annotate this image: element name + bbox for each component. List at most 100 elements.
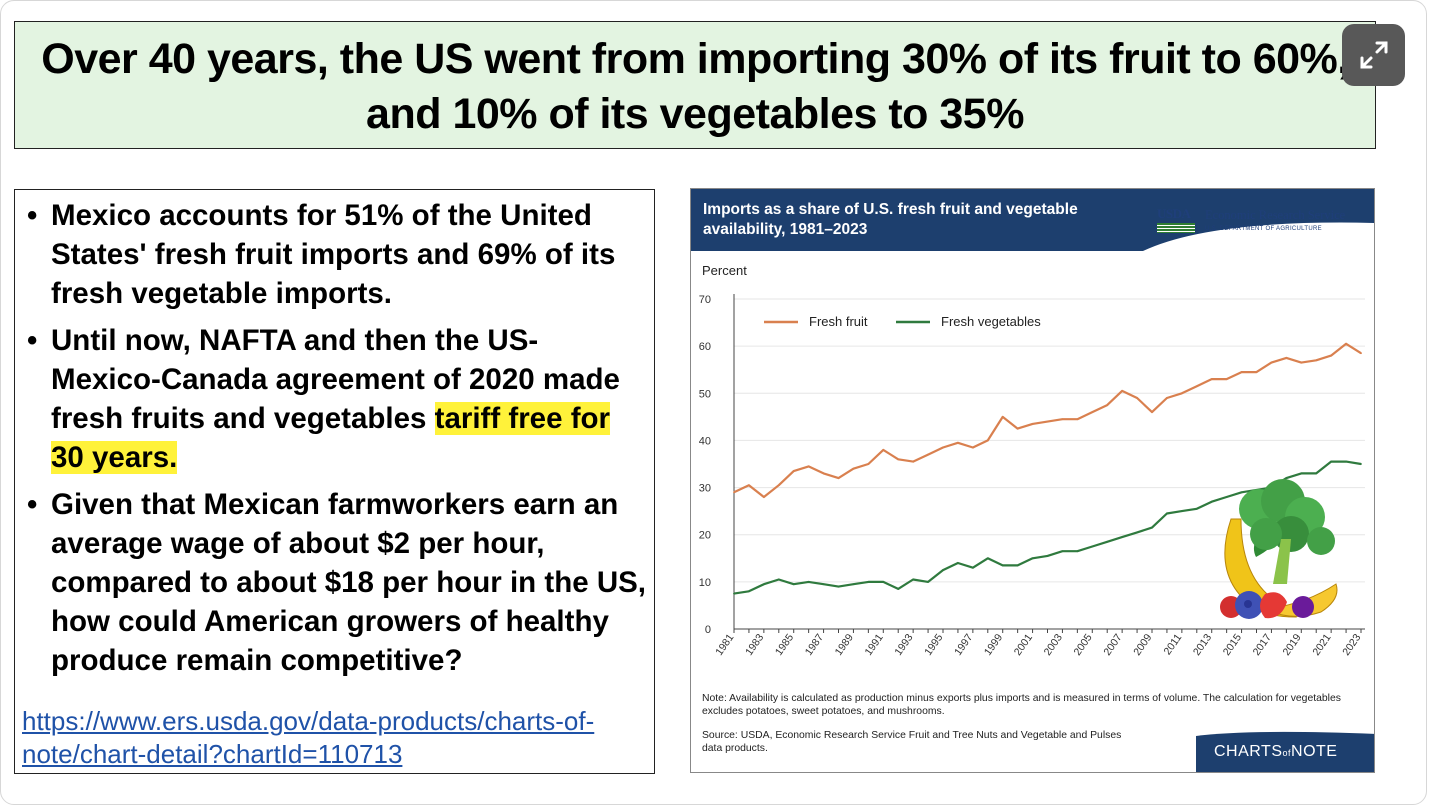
x-tick-label: 2011 [1162, 632, 1185, 658]
x-tick-label: 1997 [952, 632, 975, 658]
data-point [1166, 397, 1168, 399]
legend-label: Fresh fruit [809, 314, 868, 329]
x-tick-label: 2001 [1012, 632, 1035, 658]
data-point [748, 484, 750, 487]
x-tick-label: 2003 [1042, 632, 1065, 658]
data-point [1031, 557, 1034, 560]
usda-logo-bars [1157, 223, 1195, 233]
y-tick-label: 50 [699, 388, 711, 400]
slide-title-box: Over 40 years, the US went from importin… [14, 21, 1376, 149]
data-point [807, 465, 810, 468]
chart-header-band [691, 189, 1374, 251]
x-tick-label: 1991 [863, 632, 886, 658]
data-point [837, 585, 840, 588]
data-point [1151, 526, 1153, 529]
data-point [762, 583, 765, 586]
data-point [852, 583, 855, 586]
chart-svg: 0 10 20 30 40 50 60 70 1981 1983 1985 1987 1989 1991 1… [691, 189, 1374, 772]
bullet-text-wages: Given that Mexican farmworkers earn an a… [51, 488, 646, 677]
data-point [1106, 540, 1109, 543]
y-tick-label: 0 [705, 624, 711, 636]
data-point [1330, 460, 1333, 463]
y-tick-label: 40 [699, 435, 711, 447]
data-point [1166, 512, 1168, 515]
data-point [1106, 404, 1109, 406]
y-tick-label: 10 [699, 577, 711, 589]
data-point [1061, 418, 1064, 421]
data-point [1270, 361, 1273, 364]
data-point [1240, 371, 1243, 373]
data-point [986, 439, 989, 442]
x-tick-label: 1985 [773, 632, 796, 658]
x-tick-label: 1987 [803, 632, 826, 658]
data-point [1315, 359, 1318, 362]
data-point [1255, 371, 1258, 373]
bullet-marker: • [27, 488, 38, 521]
bullet-item: • Until now, NAFTA and then the US-Mexico… [21, 321, 646, 477]
bullet-text-mexico: Mexico accounts for 51% of the United St… [51, 199, 616, 310]
data-point [867, 580, 870, 583]
data-point [1091, 411, 1094, 414]
data-point [1001, 564, 1004, 567]
data-point [1151, 411, 1153, 414]
x-tick-label: 2007 [1101, 632, 1124, 658]
data-point [1046, 420, 1049, 423]
data-point [942, 569, 944, 571]
data-point [957, 441, 959, 444]
chart-note: Note: Availability is calculated as prod… [702, 693, 1341, 717]
data-point [912, 460, 915, 463]
data-point [733, 491, 735, 494]
charts-of-note-word2: NOTE [1291, 743, 1338, 760]
data-point [762, 496, 765, 498]
chart-title: Imports as a share of U.S. fresh fruit a… [703, 201, 1078, 238]
data-point [1315, 472, 1318, 475]
bullet-item: • Given that Mexican farmworkers earn an … [21, 485, 646, 680]
y-tick-label: 70 [699, 294, 711, 306]
charts-of-note-band [1196, 731, 1374, 772]
chart-card: 0 10 20 30 40 50 60 70 1981 1983 1985 1987 1989 1991 1… [690, 188, 1375, 773]
legend-label: Fresh vegetables [941, 314, 1041, 329]
data-point [1076, 550, 1079, 553]
data-point [1240, 491, 1243, 494]
bullet-panel: • Mexico accounts for 51% of the United S… [14, 189, 655, 774]
data-point [1300, 361, 1303, 364]
expand-icon [1360, 41, 1387, 69]
data-point [1345, 460, 1347, 463]
data-point [777, 484, 780, 487]
x-tick-label: 1989 [833, 632, 856, 658]
data-point [986, 557, 989, 560]
x-tick-label: 2005 [1072, 632, 1095, 658]
x-tick-label: 1999 [982, 632, 1005, 658]
data-point [822, 583, 825, 586]
y-tick-label: 30 [699, 483, 711, 495]
ers-department: U.S. DEPARTMENT OF AGRICULTURE [1205, 226, 1322, 232]
data-point [927, 453, 929, 456]
ers-agency: Economic Research Service [1205, 208, 1346, 222]
data-point [1046, 555, 1049, 557]
source-link[interactable]: https://www.ers.usda.gov/data-products/c… [22, 706, 595, 769]
charts-of-note-logo: CHARTSofNOTE [1214, 743, 1337, 761]
charts-of-note-of: of [1282, 748, 1292, 758]
x-tick-label: 2009 [1131, 632, 1154, 658]
data-point [822, 472, 825, 475]
data-point [1180, 510, 1183, 513]
data-point [897, 458, 900, 461]
data-point [942, 446, 944, 449]
data-point [882, 580, 885, 583]
data-point [1225, 496, 1228, 498]
data-point [1136, 531, 1138, 534]
produce-illustration [1220, 479, 1338, 619]
x-tick-label: 2017 [1251, 632, 1274, 658]
x-tick-label: 1983 [743, 632, 766, 658]
x-tick-label: 1995 [922, 632, 945, 658]
expand-button[interactable] [1342, 24, 1405, 86]
data-point [1195, 385, 1198, 388]
charts-of-note-word1: CHARTS [1214, 743, 1283, 760]
ers-name: Economic Research Service U.S. DEPARTMEN… [1205, 208, 1345, 236]
data-point [1225, 378, 1228, 381]
x-tick-label: 2023 [1340, 632, 1363, 658]
data-point [1121, 536, 1124, 538]
series-line-fruit [733, 342, 1362, 499]
data-point [1031, 423, 1034, 425]
data-point [1180, 392, 1183, 395]
